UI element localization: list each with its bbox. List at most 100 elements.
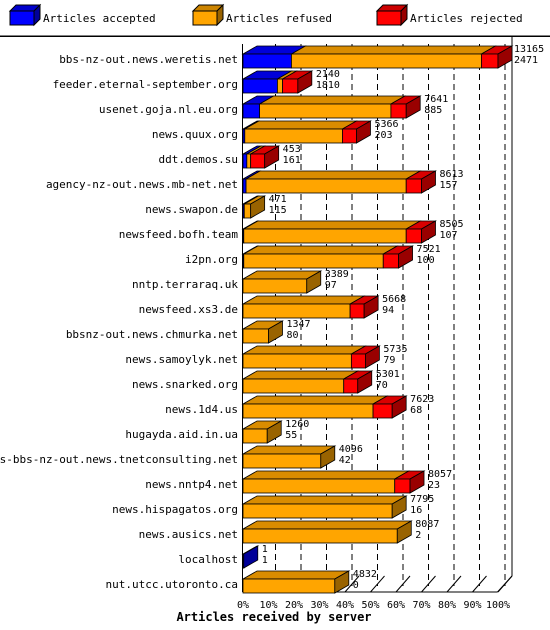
bar-segment-top (241, 470, 411, 480)
bar-end-face (356, 120, 371, 144)
bar-row (241, 70, 314, 94)
value-label-second: 42 (339, 455, 351, 466)
legend-swatch (9, 10, 35, 26)
bar-segment (242, 478, 396, 494)
bar-end-face (497, 45, 513, 69)
value-label-second: 203 (374, 130, 392, 141)
bar-end-face (266, 420, 282, 444)
row-label: feeder.eternal-september.org (53, 78, 238, 91)
bar-end-face (405, 95, 421, 119)
bar-segment (242, 178, 247, 194)
legend-item: Articles rejected (375, 3, 523, 27)
x-tick-label: 50% (361, 600, 379, 611)
row-label: nut.utcc.utoronto.ca (106, 578, 238, 591)
bar-segment (291, 53, 482, 69)
value-label-second: 16 (410, 505, 422, 516)
floor-tick (446, 575, 462, 593)
row-label: news.hispagatos.org (112, 503, 238, 516)
x-tick-label: 40% (336, 600, 354, 611)
bar-segment (243, 203, 252, 219)
value-label-total: 5301 (376, 369, 400, 380)
bar-segment (245, 178, 407, 194)
value-label-second: 161 (283, 155, 301, 166)
value-label-total: 5366 (374, 119, 398, 130)
bar-row (241, 195, 267, 219)
row-label: agency-nz-out.news.mb-net.net (46, 178, 238, 191)
bar-segment-top (242, 245, 399, 255)
value-label-second: 1810 (316, 80, 340, 91)
legend-label: Articles accepted (43, 12, 156, 25)
bar-segment (242, 78, 278, 94)
bar-segment (242, 453, 322, 469)
value-label-second: 79 (383, 355, 395, 366)
x-tick-label: 80% (438, 600, 456, 611)
bar-segment-top (241, 295, 366, 305)
row-label: ddt.demos.su (159, 153, 238, 166)
bar-row (241, 545, 260, 569)
floor-tick (497, 575, 513, 593)
bar-segment (242, 378, 345, 394)
value-label-total: 1 (262, 544, 268, 555)
value-label-total: 5668 (382, 294, 406, 305)
bar-segment-top (241, 345, 367, 355)
bar-row (241, 170, 438, 194)
bar-end-face (421, 220, 436, 244)
row-label: news.1d4.us (165, 403, 238, 416)
row-label: news-bbs-nz-out.news.tnetconsulting.net (0, 453, 238, 466)
bar-segment (394, 478, 411, 494)
bar-end-face (391, 395, 407, 419)
value-label-total: 7521 (417, 244, 441, 255)
bar-segment (242, 328, 269, 344)
x-axis-label: Articles received by server (176, 610, 371, 624)
bar-segment (242, 503, 393, 519)
value-label-total: 2140 (316, 69, 340, 80)
value-label-total: 1260 (285, 419, 309, 430)
legend-item: Articles accepted (8, 3, 156, 27)
floor-tick (421, 575, 436, 593)
bar-segment (405, 228, 422, 244)
row-label: news.samoylyk.net (125, 353, 238, 366)
value-label-total: 471 (269, 194, 287, 205)
bar-segment (481, 53, 499, 69)
bar-end-face (391, 495, 407, 519)
value-label-second: 70 (376, 380, 388, 391)
bar-end-face (243, 545, 259, 569)
bar-row (241, 320, 285, 344)
value-label-total: 8613 (440, 169, 464, 180)
bar-segment (277, 78, 283, 94)
bar-end-face (409, 470, 425, 494)
row-label: news.ausics.net (139, 528, 238, 541)
bar-row (241, 120, 372, 144)
value-label-total: 7641 (424, 94, 448, 105)
bar-segment (242, 303, 351, 319)
bar-segment (243, 228, 407, 244)
value-label-total: 13165 (514, 44, 544, 55)
value-label-second: 23 (428, 480, 440, 491)
bar-row (241, 445, 337, 469)
bar-row (241, 220, 438, 244)
row-label: newsfeed.bofh.team (119, 228, 239, 241)
bar-end-face (334, 570, 350, 594)
bar-segment (242, 578, 336, 594)
bar-row (241, 370, 374, 394)
row-label: hugayda.aid.in.ua (125, 428, 238, 441)
x-tick-label: 30% (310, 600, 328, 611)
row-label: bbs-nz-out.news.weretis.net (59, 53, 238, 66)
bar-segment-top (242, 220, 422, 230)
bar-row (241, 520, 413, 544)
bar-end-face (363, 295, 379, 319)
value-label-total: 7623 (410, 394, 434, 405)
bar-segment (246, 153, 252, 169)
bar-segment (372, 403, 393, 419)
bar-segment (242, 403, 374, 419)
bar-end-face (421, 170, 436, 194)
bar-segment (282, 78, 299, 94)
value-label-second: 97 (325, 280, 337, 291)
row-label: newsfeed.xs3.de (139, 303, 238, 316)
x-tick-label: 60% (387, 600, 405, 611)
bar-segment (382, 253, 399, 269)
bar-end-face (250, 195, 266, 219)
plot-frame (0, 35, 550, 593)
bar-segment-top (241, 495, 408, 505)
